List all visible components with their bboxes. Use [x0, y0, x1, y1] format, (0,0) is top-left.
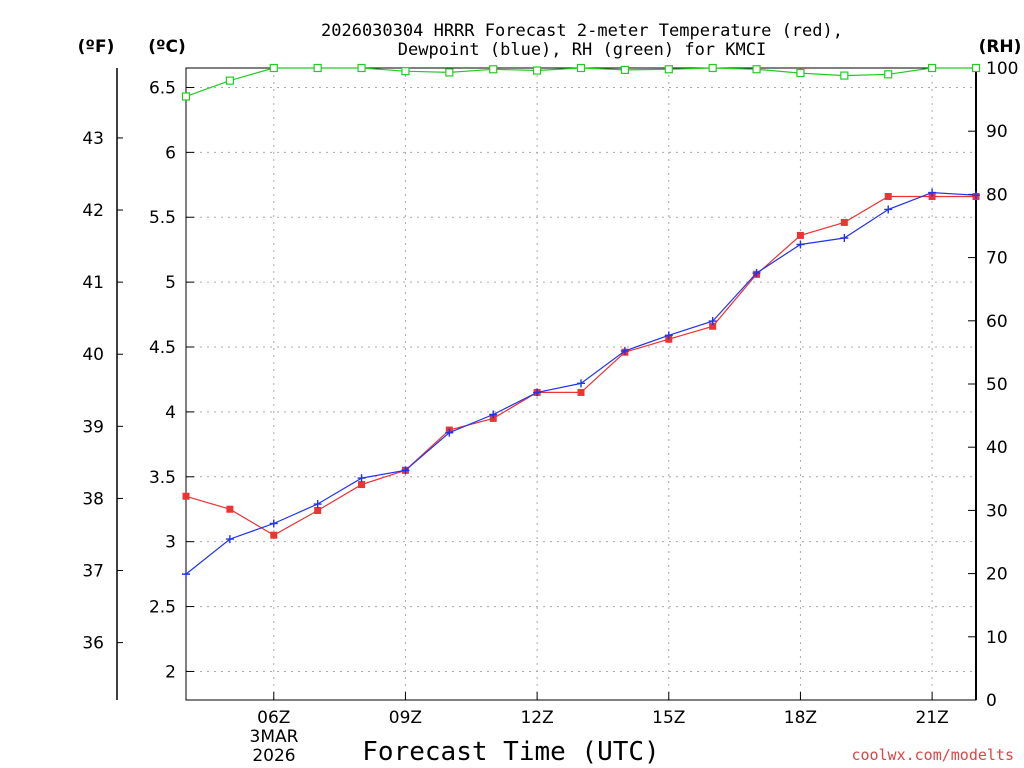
- chart-title-line-1: 2026030304 HRRR Forecast 2-meter Tempera…: [321, 21, 843, 41]
- celsius-unit-label: (ºC): [148, 37, 186, 57]
- dewpoint-point: [445, 428, 454, 437]
- celsius-tick-label: 5: [165, 273, 176, 293]
- fahrenheit-tick-label: 38: [82, 489, 104, 509]
- dewpoint-point: [225, 535, 234, 544]
- celsius-tick-label: 6.5: [149, 78, 176, 98]
- celsius-tick-label: 3: [165, 533, 176, 553]
- temperature-point: [270, 531, 278, 539]
- temperature-point: [314, 507, 322, 515]
- celsius-tick-label: 5.5: [149, 208, 176, 228]
- rh-point: [225, 76, 234, 85]
- celsius-tick-label: 2.5: [149, 598, 176, 618]
- fahrenheit-tick-label: 40: [82, 345, 104, 365]
- rh-tick-label: 20: [986, 565, 1008, 585]
- rh-line: [185, 67, 976, 97]
- dewpoint-point: [182, 570, 190, 579]
- temperature-line: [185, 195, 976, 536]
- rh-tick-label: 100: [986, 59, 1018, 79]
- rh-tick-label: 40: [986, 438, 1008, 458]
- dewpoint-point: [928, 188, 937, 197]
- celsius-tick-label: 4: [165, 403, 176, 423]
- dewpoint-point: [664, 331, 673, 340]
- dewpoint-point: [401, 466, 410, 475]
- time-tick-label: 09Z: [389, 708, 422, 728]
- temperature-point: [796, 231, 804, 239]
- rh-tick-label: 60: [986, 312, 1008, 332]
- dewpoint-point: [533, 388, 542, 397]
- chart-title-line-2: Dewpoint (blue), RH (green) for KMCI: [398, 40, 766, 60]
- tick-labels: 2 2.5 3 3.5 4 4.5 5 5.5 6 6.5 36 37 38 39 40 41 42 43 0 10 2…: [82, 59, 1018, 728]
- x-axis-title: Forecast Time (UTC): [362, 737, 659, 767]
- dewpoint-point: [796, 240, 805, 249]
- time-tick-label: 12Z: [520, 708, 553, 728]
- rh-point: [971, 63, 981, 73]
- temperature-point: [226, 505, 234, 513]
- fahrenheit-tick-label: 37: [82, 562, 104, 582]
- dewpoint-point: [577, 379, 585, 388]
- dewpoint-point: [269, 519, 278, 528]
- rh-point: [533, 66, 542, 75]
- dewpoint-point: [840, 234, 849, 243]
- rh-point: [445, 68, 454, 77]
- dewpoint-point: [620, 346, 629, 355]
- date-label-year: 2026: [252, 746, 295, 766]
- dewpoint-point: [972, 191, 980, 200]
- temperature-point: [840, 218, 848, 226]
- time-tick-label: 21Z: [915, 708, 948, 728]
- rh-point: [576, 63, 586, 73]
- rh-point: [489, 65, 498, 74]
- celsius-tick-label: 4.5: [149, 338, 176, 358]
- dewpoint-point: [752, 269, 761, 278]
- dewpoint-point: [357, 474, 366, 483]
- dewpoint-point: [489, 410, 498, 419]
- fahrenheit-tick-label: 43: [82, 129, 104, 149]
- celsius-tick-label: 3.5: [149, 468, 176, 488]
- dewpoint-point: [708, 317, 717, 326]
- rh-tick-label: 90: [986, 122, 1008, 142]
- rh-point: [708, 63, 717, 73]
- rh-tick-label: 10: [986, 628, 1008, 648]
- fahrenheit-tick-label: 41: [82, 273, 104, 293]
- temperature-point: [709, 322, 717, 330]
- rh-tick-label: 50: [986, 375, 1008, 395]
- rh-tick-label: 70: [986, 249, 1008, 269]
- date-label-month: 3MAR: [250, 727, 299, 747]
- rh-point: [884, 70, 893, 79]
- data-series: [181, 63, 981, 579]
- time-tick-label: 06Z: [257, 708, 290, 728]
- temperature-point: [577, 388, 585, 396]
- credit-text: coolwx.com/modelts: [851, 746, 1014, 764]
- time-tick-label: 15Z: [652, 708, 685, 728]
- temperature-point: [358, 481, 366, 489]
- rh-tick-label: 80: [986, 185, 1008, 205]
- rh-point: [752, 65, 761, 74]
- fahrenheit-tick-label: 42: [82, 201, 104, 221]
- rh-tick-label: 0: [986, 691, 997, 711]
- grid-lines: [186, 68, 976, 700]
- rh-point: [269, 63, 278, 73]
- time-tick-label: 18Z: [784, 708, 817, 728]
- rh-point: [840, 71, 849, 80]
- rh-point: [620, 65, 629, 74]
- temperature-point: [182, 492, 190, 500]
- celsius-tick-label: 2: [165, 662, 176, 682]
- fahrenheit-tick-label: 39: [82, 417, 104, 437]
- temperature-point: [884, 192, 892, 200]
- rh-point: [401, 67, 410, 76]
- rh-point: [928, 63, 937, 73]
- rh-point: [181, 92, 191, 101]
- celsius-tick-label: 6: [165, 143, 176, 163]
- rh-point: [313, 63, 322, 73]
- rh-point: [357, 63, 366, 73]
- fahrenheit-unit-label: (ºF): [78, 37, 115, 57]
- dewpoint-point: [313, 500, 322, 509]
- dewpoint-point: [884, 205, 893, 214]
- rh-point: [664, 65, 673, 74]
- rh-tick-label: 30: [986, 501, 1008, 521]
- fahrenheit-tick-label: 36: [82, 634, 104, 654]
- axes: [116, 67, 977, 701]
- rh-unit-label: (RH): [979, 37, 1022, 57]
- rh-point: [796, 68, 805, 78]
